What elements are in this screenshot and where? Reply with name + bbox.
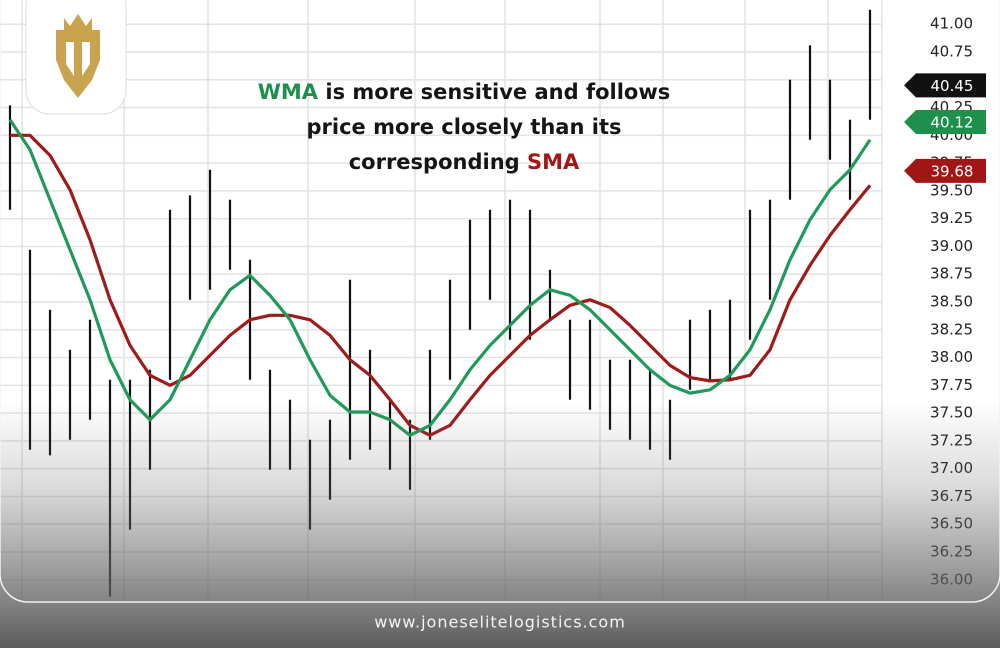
y-tick-label: 38.50 [930,293,973,311]
y-tick-label: 39.00 [930,237,973,255]
y-tick-label: 38.75 [930,265,973,283]
annotation-part: corresponding [349,150,527,174]
y-tick-label: 37.75 [930,376,973,394]
annotation: WMA is more sensitive and follows price m… [258,80,671,174]
y-tick-label: 38.25 [930,320,973,338]
y-tick-label: 38.00 [930,348,973,366]
annotation-part: is more sensitive and follows [318,80,670,104]
price-tag-label: 40.45 [931,77,974,95]
price-tag-label: 40.12 [931,114,974,132]
annotation-part: SMA [527,150,580,174]
y-tick-label: 39.50 [930,181,973,199]
y-tick-label: 40.75 [930,43,973,61]
logo [25,0,127,115]
y-tick-label: 41.00 [930,15,973,33]
price-tag [904,110,986,134]
price-tag [904,158,986,183]
price-tag-label: 39.68 [931,162,974,180]
y-tick-label: 39.25 [930,209,973,227]
annotation-part: price more closely than its [307,115,622,139]
sma-line [10,133,872,437]
bottom-fade [0,400,1000,648]
annotation-part: WMA [258,80,319,104]
card-border [0,0,1000,603]
price-tag [904,73,986,98]
footer-url: www.joneselitelogistics.com [374,613,626,632]
